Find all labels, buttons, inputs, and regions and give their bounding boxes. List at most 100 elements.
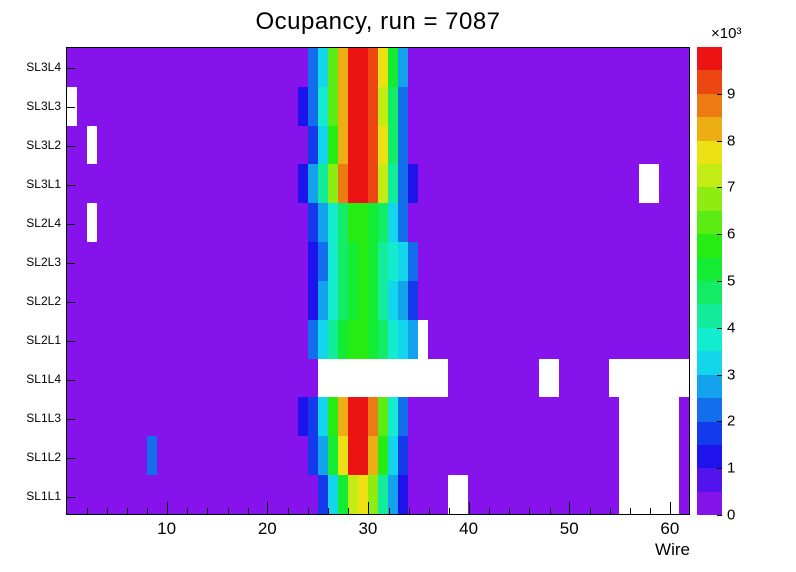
heatmap-cell <box>137 319 148 359</box>
heatmap-cell <box>217 86 228 126</box>
heatmap-cell <box>598 48 609 87</box>
heatmap-cell <box>648 164 659 204</box>
heatmap-cell <box>177 319 188 359</box>
heatmap-cell <box>388 164 399 204</box>
heatmap-cell <box>327 125 338 165</box>
heatmap-cell <box>277 358 288 398</box>
heatmap-cell <box>237 203 248 243</box>
heatmap-cell <box>648 203 659 243</box>
heatmap-cell <box>388 203 399 243</box>
heatmap-cell <box>558 86 569 126</box>
heatmap-cell <box>498 475 509 514</box>
heatmap-cell <box>508 280 519 320</box>
heatmap-cell <box>538 475 549 514</box>
x-minor-tick <box>609 508 611 514</box>
heatmap-cell <box>648 358 659 398</box>
heatmap-cell <box>327 164 338 204</box>
heatmap-cell <box>568 436 579 476</box>
heatmap-cell <box>418 358 429 398</box>
heatmap-cell <box>307 203 318 243</box>
heatmap-cell <box>678 203 689 243</box>
heatmap-cell <box>247 242 258 281</box>
heatmap-cell <box>67 436 78 476</box>
heatmap-cell <box>398 125 409 165</box>
heatmap-cell <box>428 319 439 359</box>
heatmap-cell <box>87 475 98 514</box>
heatmap-cell <box>468 48 479 87</box>
x-minor-tick <box>509 508 511 514</box>
heatmap-cell <box>327 475 338 514</box>
heatmap-cell <box>398 48 409 87</box>
heatmap-cell <box>247 86 258 126</box>
heatmap-cell <box>678 242 689 281</box>
heatmap-cell <box>267 48 278 87</box>
heatmap-cell <box>598 319 609 359</box>
heatmap-cell <box>117 86 128 126</box>
heatmap-cell <box>618 475 629 514</box>
heatmap-cell <box>608 475 619 514</box>
heatmap-cell <box>478 436 489 476</box>
heatmap-cell <box>398 280 409 320</box>
heatmap-cell <box>327 358 338 398</box>
heatmap-cell <box>197 436 208 476</box>
heatmap-cell <box>197 280 208 320</box>
heatmap-cell <box>107 397 118 437</box>
heatmap-cell <box>488 242 499 281</box>
heatmap-cell <box>638 319 649 359</box>
heatmap-cell <box>187 48 198 87</box>
colorbar-band <box>697 327 722 352</box>
heatmap-cell <box>197 397 208 437</box>
heatmap-cell <box>558 280 569 320</box>
heatmap-cell <box>468 358 479 398</box>
heatmap-cell <box>438 125 449 165</box>
heatmap-cell <box>97 242 108 281</box>
heatmap-cell <box>87 125 98 165</box>
heatmap-cell <box>367 125 378 165</box>
heatmap-cell <box>508 48 519 87</box>
heatmap-cell <box>678 280 689 320</box>
heatmap-cell <box>528 203 539 243</box>
heatmap-cell <box>127 164 138 204</box>
heatmap-cell <box>508 164 519 204</box>
heatmap-cell <box>488 319 499 359</box>
x-major-tick <box>267 502 269 514</box>
heatmap-cell <box>277 397 288 437</box>
heatmap-cell <box>257 203 268 243</box>
heatmap-cell <box>498 436 509 476</box>
colorbar-band <box>697 93 722 118</box>
heatmap-cell <box>217 48 228 87</box>
heatmap-cell <box>488 475 499 514</box>
heatmap-cell <box>67 242 78 281</box>
heatmap-cell <box>478 164 489 204</box>
heatmap-cell <box>398 203 409 243</box>
heatmap-cell <box>67 48 78 87</box>
heatmap-cell <box>127 397 138 437</box>
heatmap-cell <box>448 475 459 514</box>
heatmap-cell <box>297 358 308 398</box>
heatmap-cell <box>408 358 419 398</box>
heatmap-cell <box>468 164 479 204</box>
heatmap-cell <box>438 436 449 476</box>
heatmap-cell <box>307 86 318 126</box>
x-minor-tick <box>187 508 189 514</box>
heatmap-cell <box>498 242 509 281</box>
y-tick <box>67 262 75 264</box>
heatmap-cell <box>87 358 98 398</box>
colorbar-tick <box>717 421 722 423</box>
heatmap-cell <box>357 164 368 204</box>
heatmap-cell <box>267 86 278 126</box>
heatmap-cell <box>147 280 158 320</box>
heatmap-cell <box>77 203 88 243</box>
heatmap-cell <box>388 48 399 87</box>
colorbar-band <box>697 351 722 375</box>
heatmap-cell <box>107 164 118 204</box>
heatmap-cell <box>608 48 619 87</box>
colorbar-tick-label: 3 <box>727 366 736 384</box>
heatmap-cell <box>317 203 328 243</box>
heatmap-cell <box>177 86 188 126</box>
heatmap-cell <box>398 436 409 476</box>
colorbar-tick-label: 5 <box>727 272 736 290</box>
heatmap-cell <box>388 397 399 437</box>
heatmap-cell <box>668 203 679 243</box>
colorbar-band <box>697 210 722 235</box>
